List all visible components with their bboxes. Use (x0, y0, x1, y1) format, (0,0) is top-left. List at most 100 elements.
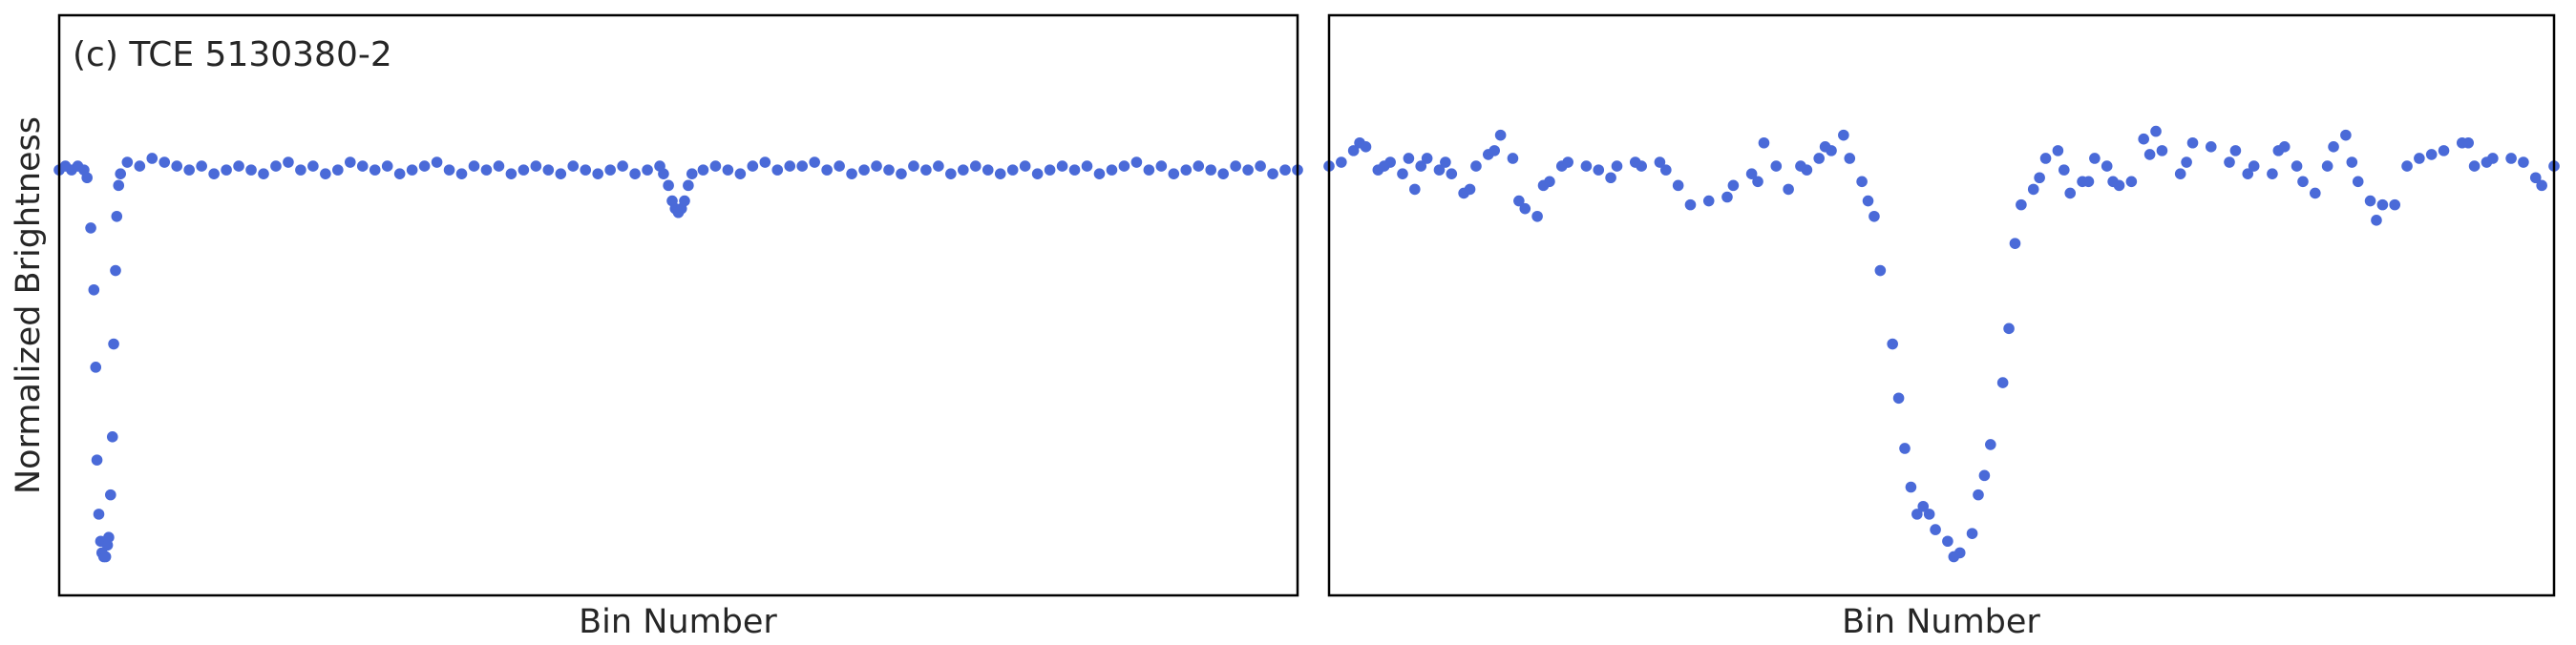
data-point (85, 222, 96, 234)
data-point (468, 160, 480, 172)
data-point (969, 160, 982, 172)
data-point (121, 156, 134, 168)
data-point (1044, 164, 1056, 176)
data-point (183, 164, 195, 176)
data-point (617, 160, 628, 172)
y-axis-label: Normalized Brightness (10, 116, 48, 494)
data-point (784, 160, 796, 172)
data-point (1593, 164, 1605, 176)
data-point (1721, 191, 1733, 203)
data-point (208, 168, 220, 179)
data-point (1397, 168, 1408, 179)
data-point (1953, 547, 1966, 559)
data-point (493, 160, 505, 172)
data-point (1899, 443, 1911, 454)
data-point (1911, 509, 1923, 520)
data-point (2082, 176, 2095, 188)
data-point (344, 156, 356, 168)
data-point (629, 168, 641, 179)
data-point (796, 160, 808, 172)
data-point (2150, 125, 2162, 137)
data-point (1446, 168, 1458, 179)
data-point (115, 168, 127, 179)
data-point (1770, 160, 1783, 172)
data-point (1531, 210, 1543, 222)
data-point (113, 179, 125, 192)
data-point (1611, 160, 1623, 172)
data-point (393, 168, 406, 179)
data-point (2059, 164, 2070, 176)
data-point (1917, 500, 1930, 512)
data-point (103, 531, 115, 543)
data-point (542, 164, 555, 176)
data-point (1826, 145, 1837, 156)
data-point (2505, 153, 2517, 164)
data-point (2143, 149, 2156, 160)
panel-title: (c) TCE 5130380-2 (73, 35, 392, 74)
data-point (2101, 160, 2113, 172)
data-point (1267, 168, 1278, 179)
data-point (2034, 172, 2045, 184)
data-point (2278, 141, 2291, 153)
data-point (106, 431, 118, 443)
data-point (2138, 133, 2149, 145)
data-point (2186, 136, 2199, 149)
data-point (110, 264, 121, 277)
data-point (1255, 160, 1266, 172)
data-point (858, 164, 870, 176)
data-point (722, 164, 734, 176)
data-point (146, 153, 158, 164)
data-point (1973, 489, 1984, 501)
data-point (2310, 187, 2321, 199)
data-point (759, 156, 771, 168)
scatter-points (53, 153, 1303, 563)
data-point (2364, 195, 2376, 207)
data-point (2297, 176, 2309, 188)
data-point (945, 168, 957, 179)
data-point (1519, 202, 1531, 215)
data-point (2113, 179, 2125, 192)
data-point (658, 168, 669, 179)
data-point (1384, 156, 1396, 168)
data-point (2389, 198, 2401, 211)
data-point (871, 160, 882, 172)
data-point (771, 164, 784, 176)
data-point (2267, 168, 2278, 179)
data-point (2052, 145, 2064, 156)
data-point (1923, 509, 1935, 520)
data-point (2438, 145, 2450, 156)
data-point (134, 160, 146, 172)
data-point (709, 160, 722, 172)
data-point (233, 160, 244, 172)
data-point (258, 168, 269, 179)
data-point (111, 210, 123, 222)
data-point (933, 160, 944, 172)
data-point (1019, 160, 1031, 172)
data-point (171, 160, 183, 172)
data-point (883, 164, 895, 176)
data-point (1031, 168, 1044, 179)
data-point (2089, 153, 2101, 164)
data-point (1996, 377, 2009, 388)
data-point (381, 160, 393, 172)
data-point (2064, 187, 2077, 199)
data-point (982, 164, 994, 176)
data-point (2487, 153, 2499, 164)
data-point (1507, 153, 1519, 164)
data-point (2468, 160, 2481, 172)
data-point (567, 160, 580, 172)
data-point (1433, 164, 1446, 176)
data-point (2529, 172, 2542, 184)
data-point (88, 283, 100, 296)
data-point (1068, 164, 1081, 176)
data-point (1347, 145, 1360, 156)
data-point (1874, 264, 1887, 277)
data-point (1470, 160, 1482, 172)
data-point (1489, 145, 1501, 156)
data-point (1660, 164, 1672, 176)
x-axis-label: Bin Number (579, 603, 777, 641)
data-point (505, 168, 517, 179)
data-point (90, 362, 102, 373)
data-point (1130, 156, 1143, 168)
